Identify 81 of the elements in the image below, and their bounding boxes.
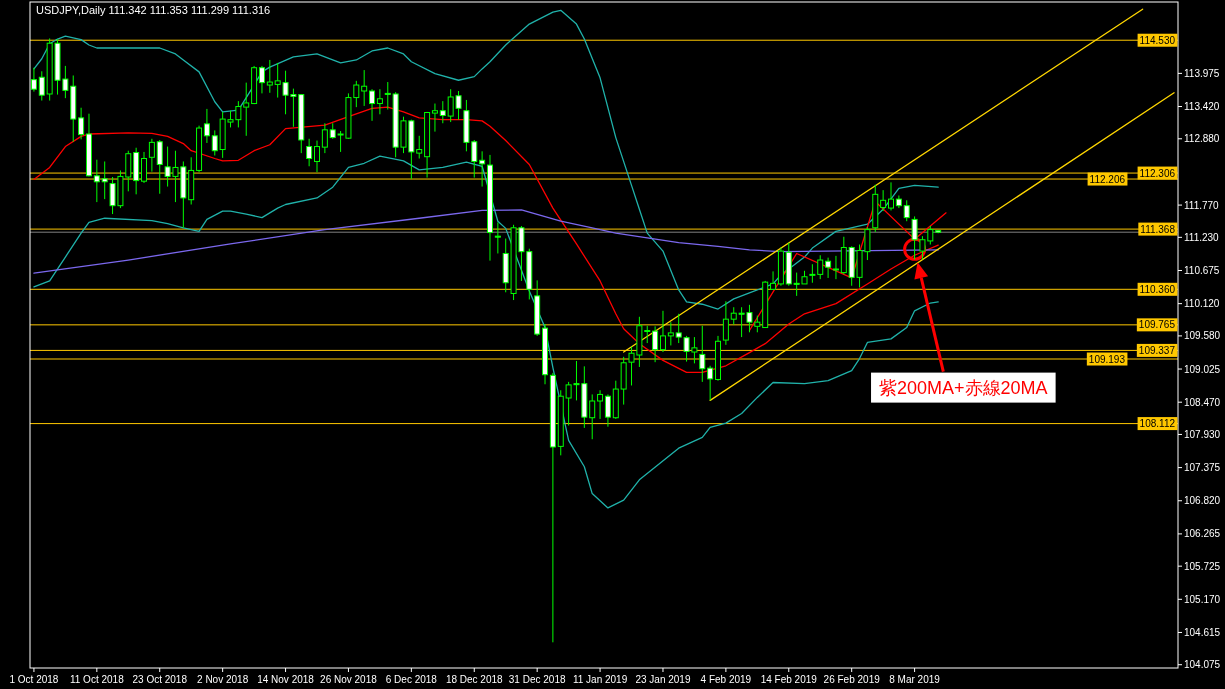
x-tick-label: 2 Nov 2018 [197, 674, 249, 685]
y-tick-label: 106.820 [1184, 495, 1221, 507]
chart-title: USDJPY,Daily 111.342 111.353 111.299 111.316 [36, 4, 271, 16]
line-series [33, 209, 939, 274]
candlestick [832, 255, 839, 280]
candlestick [707, 365, 714, 401]
candlestick [699, 325, 706, 383]
y-tick-label: 107.375 [1184, 462, 1221, 474]
candlestick [306, 138, 313, 167]
candlestick [38, 70, 45, 102]
x-tick-label: 31 Dec 2018 [508, 674, 566, 685]
x-tick-label: 11 Jan 2019 [572, 674, 628, 685]
ref-line-label: 109.765 [1138, 319, 1176, 331]
x-tick-label: 8 Mar 2019 [889, 674, 941, 685]
candlestick [880, 189, 887, 212]
ref-line-label: 109.193 [1088, 353, 1126, 365]
candlestick [203, 108, 210, 144]
candlestick [667, 321, 674, 346]
candlestick [156, 139, 163, 195]
candlestick [589, 393, 596, 440]
x-tick-label: 26 Feb 2019 [823, 674, 881, 685]
ref-line-label: 112.206 [1089, 173, 1126, 185]
candlestick [369, 88, 376, 122]
candlestick [78, 107, 85, 140]
candlestick [431, 103, 438, 133]
candlestick [148, 138, 155, 173]
y-tick-label: 109.025 [1184, 363, 1221, 375]
candlestick [376, 88, 383, 115]
y-tick-label: 109.580 [1184, 330, 1221, 342]
x-tick-label: 6 Dec 2018 [385, 674, 438, 685]
y-tick-label: 106.265 [1184, 528, 1221, 540]
y-tick-label: 107.930 [1184, 428, 1221, 440]
candlestick [770, 270, 777, 291]
candlestick [479, 150, 486, 188]
candlestick [258, 65, 265, 94]
y-tick-label: 110.120 [1184, 298, 1220, 310]
candlestick [888, 181, 894, 211]
y-tick-label: 104.615 [1184, 626, 1221, 638]
annotation: 紫200MA+赤線20MA [879, 377, 1048, 398]
y-tick-label: 113.420 [1184, 101, 1220, 113]
x-tick-label: 14 Feb 2019 [760, 674, 818, 685]
candlestick [597, 389, 604, 420]
y-tick-label: 105.725 [1184, 560, 1221, 572]
ref-line-label: 114.530 [1139, 34, 1176, 46]
candlestick [722, 300, 729, 346]
candlestick [439, 100, 446, 124]
candlestick [825, 257, 832, 279]
x-tick-label: 1 Oct 2018 [9, 674, 59, 685]
y-tick-label: 111.230 [1184, 231, 1220, 243]
candlestick [93, 159, 100, 203]
y-tick-label: 104.075 [1184, 659, 1221, 671]
ref-line-label: 108.112 [1139, 418, 1176, 430]
candlestick [903, 199, 910, 222]
x-tick-label: 18 Dec 2018 [445, 674, 504, 685]
y-tick-label: 108.470 [1184, 396, 1221, 408]
candlestick [141, 151, 148, 184]
candlestick [314, 140, 320, 173]
x-tick-label: 23 Jan 2019 [635, 674, 691, 685]
y-tick-label: 110.675 [1184, 264, 1220, 276]
candlestick [652, 325, 659, 363]
line-series [33, 106, 939, 373]
ref-line-label: 109.337 [1138, 344, 1176, 356]
x-tick-label: 26 Nov 2018 [320, 674, 378, 685]
x-tick-label: 11 Oct 2018 [69, 674, 125, 685]
x-tick-label: 14 Nov 2018 [257, 674, 315, 685]
candlestick [494, 221, 501, 254]
candlestick [266, 59, 273, 94]
candlestick [321, 122, 328, 154]
candlestick [101, 160, 108, 200]
ref-line-label: 110.360 [1139, 283, 1176, 295]
candlestick [659, 310, 666, 353]
x-tick-label: 23 Oct 2018 [132, 674, 188, 685]
candlestick [604, 393, 611, 428]
y-tick-label: 113.975 [1184, 67, 1220, 79]
y-tick-label: 111.770 [1184, 199, 1220, 211]
y-tick-label: 105.170 [1184, 593, 1221, 605]
ref-line-label: 112.306 [1139, 167, 1176, 179]
candlestick [361, 69, 368, 107]
x-tick-label: 4 Feb 2019 [700, 674, 752, 685]
y-tick-label: 112.880 [1184, 133, 1220, 145]
ref-line-label: 111.368 [1140, 223, 1176, 235]
